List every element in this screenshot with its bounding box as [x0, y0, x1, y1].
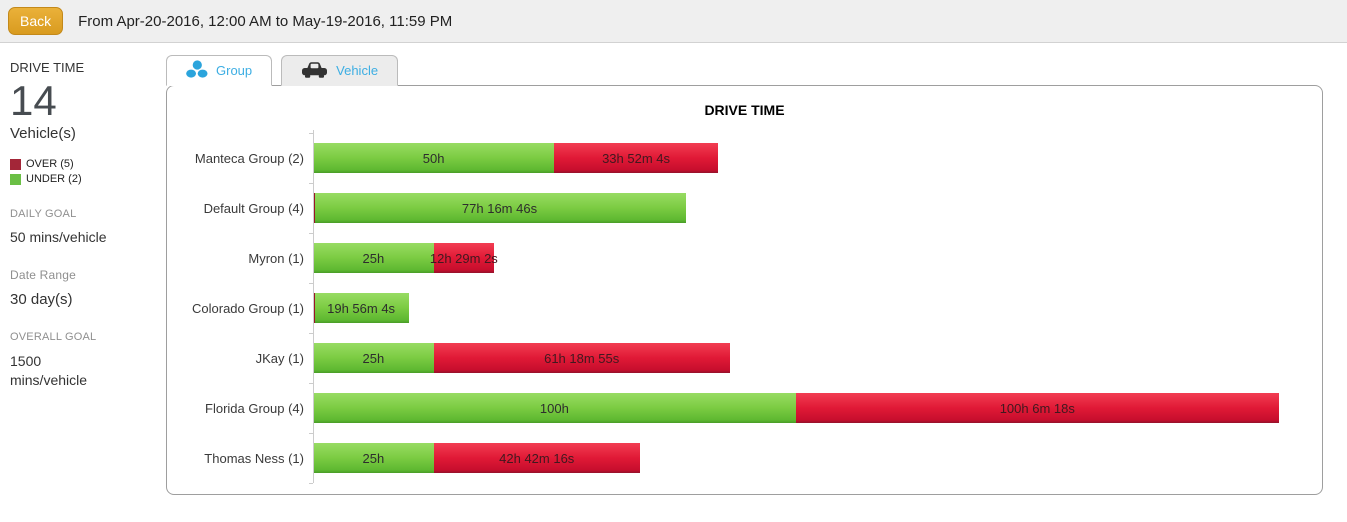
legend-item-under: UNDER (2) — [10, 173, 156, 185]
chart-row: Colorado Group (1) 19h 56m 4s — [167, 283, 1322, 333]
bar-value-label: 33h 52m 4s — [602, 150, 671, 166]
bar-value-label: 100h — [539, 400, 569, 416]
chart-panel: DRIVE TIME Manteca Group (2) 50h 33h 52m 4… — [166, 85, 1323, 495]
category-label: Thomas Ness (1) — [204, 450, 304, 466]
chart-row: Myron (1) 25h 12h 29m 2s — [167, 233, 1322, 283]
page-content: DRIVE TIME 14 Vehicle(s) OVER (5) UNDER … — [0, 43, 1347, 495]
bar-value-label: 25h — [362, 350, 385, 366]
vehicle-icon — [301, 61, 328, 81]
bar-value-label: 42h 42m 16s — [499, 450, 575, 466]
under-color-swatch — [10, 173, 21, 185]
axis-tick — [309, 133, 313, 134]
chart-row: Default Group (4) 77h 16m 46s — [167, 183, 1322, 233]
overall-goal-heading: OVERALL GOAL — [10, 331, 97, 344]
date-range-value: 30 day(s) — [10, 291, 73, 309]
under-goal-bar-segment[interactable]: 25h — [313, 343, 434, 373]
category-label: Colorado Group (1) — [192, 300, 304, 316]
tab-label: Vehicle — [336, 63, 379, 78]
under-goal-bar-segment[interactable]: 25h — [313, 443, 434, 473]
over-color-swatch — [10, 158, 21, 170]
drive-time-chart: Manteca Group (2) 50h 33h 52m 4s Default Gr… — [167, 130, 1322, 484]
chart-title: DRIVE TIME — [704, 102, 785, 118]
chart-row: Thomas Ness (1) 25h 42h 42m 16s — [167, 433, 1322, 483]
axis-tick — [309, 333, 313, 334]
legend: OVER (5) UNDER (2) — [10, 158, 156, 185]
under-goal-bar-segment[interactable]: 100h — [313, 393, 796, 423]
over-goal-bar-segment[interactable]: 33h 52m 4s — [554, 143, 718, 173]
group-icon — [186, 60, 208, 81]
bar-value-label: 61h 18m 55s — [544, 350, 620, 366]
category-label: Myron (1) — [248, 250, 304, 266]
summary-sidebar: DRIVE TIME 14 Vehicle(s) OVER (5) UNDER … — [0, 43, 166, 495]
category-label: JKay (1) — [255, 350, 304, 366]
bar-value-label: 19h 56m 4s — [327, 300, 396, 316]
date-range-heading: Date Range — [10, 268, 77, 283]
axis-tick — [309, 483, 313, 484]
row-plot: 100h 100h 6m 18s — [313, 383, 1322, 433]
over-goal-zero-sliver — [313, 193, 315, 223]
category-axis-line — [313, 130, 314, 483]
top-bar: Back From Apr-20-2016, 12:00 AM to May-1… — [0, 0, 1347, 43]
bar-value-label: 100h 6m 18s — [999, 400, 1075, 416]
legend-label: OVER (5) — [26, 158, 74, 171]
under-goal-bar-segment[interactable]: 25h — [313, 243, 434, 273]
tab-vehicle[interactable]: Vehicle — [281, 55, 399, 86]
chart-row: Manteca Group (2) 50h 33h 52m 4s — [167, 133, 1322, 183]
row-plot: 77h 16m 46s — [313, 183, 1322, 233]
over-goal-zero-sliver — [313, 293, 315, 323]
sidebar-title: DRIVE TIME — [10, 60, 85, 75]
over-goal-bar-segment[interactable]: 12h 29m 2s — [430, 243, 498, 273]
under-goal-bar-segment[interactable]: 77h 16m 46s — [313, 193, 686, 223]
bar-value-label: 50h — [422, 150, 445, 166]
tab-label: Group — [216, 63, 253, 78]
row-plot: 25h 42h 42m 16s — [313, 433, 1322, 483]
daily-goal-heading: DAILY GOAL — [10, 208, 77, 221]
row-plot: 25h 61h 18m 55s — [313, 333, 1322, 383]
axis-tick — [309, 383, 313, 384]
category-label: Florida Group (4) — [205, 400, 304, 416]
row-plot: 25h 12h 29m 2s — [313, 233, 1322, 283]
legend-item-over: OVER (5) — [10, 158, 156, 170]
bar-value-label: 12h 29m 2s — [429, 250, 498, 266]
tab-bar: Group Vehicle — [166, 55, 1347, 86]
under-goal-bar-segment[interactable]: 50h — [313, 143, 555, 173]
row-plot: 19h 56m 4s — [313, 283, 1322, 333]
axis-tick — [309, 233, 313, 234]
overall-goal-value: 1500 mins/vehicle — [10, 353, 88, 388]
bar-value-label: 25h — [362, 450, 385, 466]
category-label: Manteca Group (2) — [194, 150, 304, 166]
under-goal-bar-segment[interactable]: 19h 56m 4s — [313, 293, 410, 323]
legend-label: UNDER (2) — [26, 173, 82, 186]
report-date-range: From Apr-20-2016, 12:00 AM to May-19-201… — [78, 12, 453, 30]
axis-tick — [309, 183, 313, 184]
chart-main-area: Group Vehicle DRIVE TIME Manteca Group (… — [166, 43, 1347, 495]
over-goal-bar-segment[interactable]: 100h 6m 18s — [795, 393, 1279, 423]
vehicle-count: 14 — [10, 77, 57, 124]
bar-value-label: 25h — [362, 250, 385, 266]
back-button[interactable]: Back — [8, 7, 64, 35]
chart-row: Florida Group (4) 100h 100h 6m 18s — [167, 383, 1322, 433]
category-label: Default Group (4) — [203, 200, 304, 216]
over-goal-bar-segment[interactable]: 42h 42m 16s — [433, 443, 640, 473]
row-plot: 50h 33h 52m 4s — [313, 133, 1322, 183]
vehicle-count-label: Vehicle(s) — [10, 125, 76, 143]
daily-goal-value: 50 mins/vehicle — [10, 229, 107, 246]
axis-tick — [309, 283, 313, 284]
over-goal-bar-segment[interactable]: 61h 18m 55s — [433, 343, 730, 373]
bar-value-label: 77h 16m 46s — [461, 200, 538, 216]
chart-row: JKay (1) 25h 61h 18m 55s — [167, 333, 1322, 383]
axis-tick — [309, 433, 313, 434]
tab-group[interactable]: Group — [166, 55, 273, 86]
